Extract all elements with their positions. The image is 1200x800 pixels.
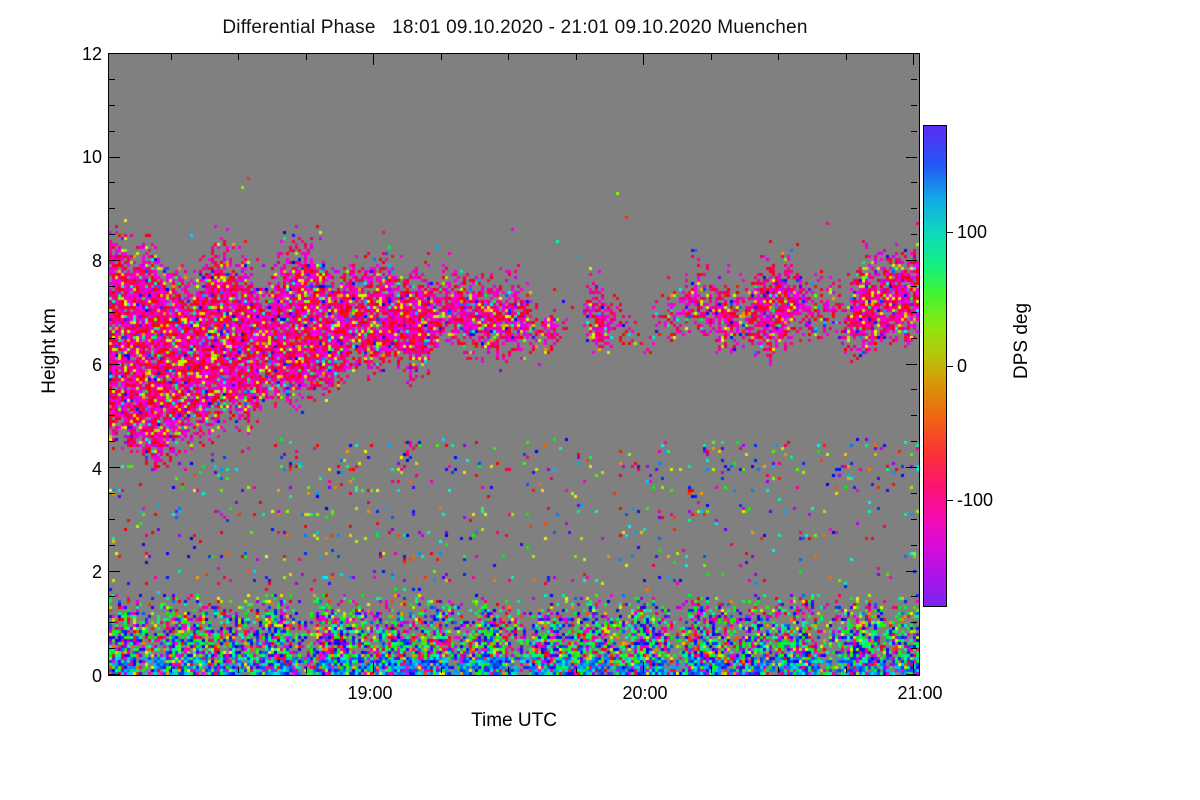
y-tick-label: 4 [91,459,102,479]
radar-heatmap-canvas [109,54,919,675]
colorbar-tick [947,366,953,367]
figure-title: Differential Phase 18:01 09.10.2020 - 21… [222,17,808,38]
colorbar-tick [947,500,953,501]
colorbar-tick-label: -100 [957,490,994,510]
x-tick-label: 21:00 [897,683,943,703]
colorbar-tick-label: 100 [957,222,988,242]
y-tick-label: 6 [91,355,102,375]
x-tick-label: 19:00 [347,683,393,703]
plot-area[interactable] [108,53,920,676]
colorbar-tick-label: 0 [957,356,968,376]
y-tick-label: 12 [81,44,102,64]
colorbar-label: DPS deg [1011,302,1032,380]
x-tick-label: 20:00 [622,683,668,703]
y-tick-label: 0 [91,666,102,686]
y-tick-label: 8 [91,251,102,271]
y-tick-label: 2 [91,562,102,582]
colorbar-tick [947,232,953,233]
colorbar [923,125,947,607]
y-axis-label: Height km [39,308,60,394]
y-tick-label: 10 [81,147,102,167]
y-axis-tick-labels: 12 10 8 6 4 2 0 [52,0,102,800]
x-axis-label: Time UTC [471,710,557,731]
